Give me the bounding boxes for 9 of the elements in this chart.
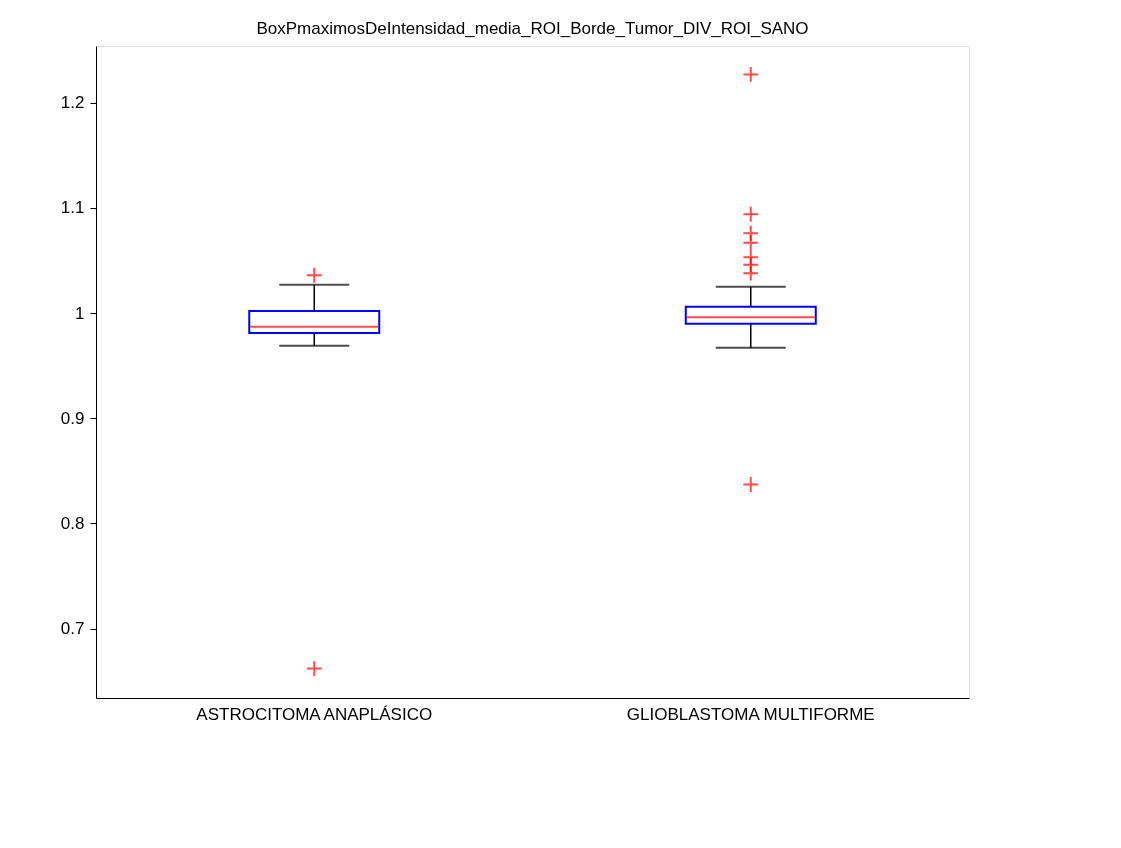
- x-tick-label: GLIOBLASTOMA MULTIFORME: [626, 704, 875, 724]
- y-tick-label: 1.2: [60, 93, 85, 113]
- y-tick-label: 1: [75, 303, 85, 323]
- y-tick-label: 0.7: [60, 619, 85, 639]
- x-tick-label: ASTROCITOMA ANAPLÁSICO: [196, 704, 433, 724]
- y-tick-label: 1.1: [60, 198, 85, 218]
- chart-title: BoxPmaximosDeIntensidad_media_ROI_Borde_Tumor_DIV_ROI_SANO: [256, 19, 809, 38]
- y-tick-label: 0.8: [60, 513, 85, 533]
- y-tick-label: 0.9: [60, 408, 85, 428]
